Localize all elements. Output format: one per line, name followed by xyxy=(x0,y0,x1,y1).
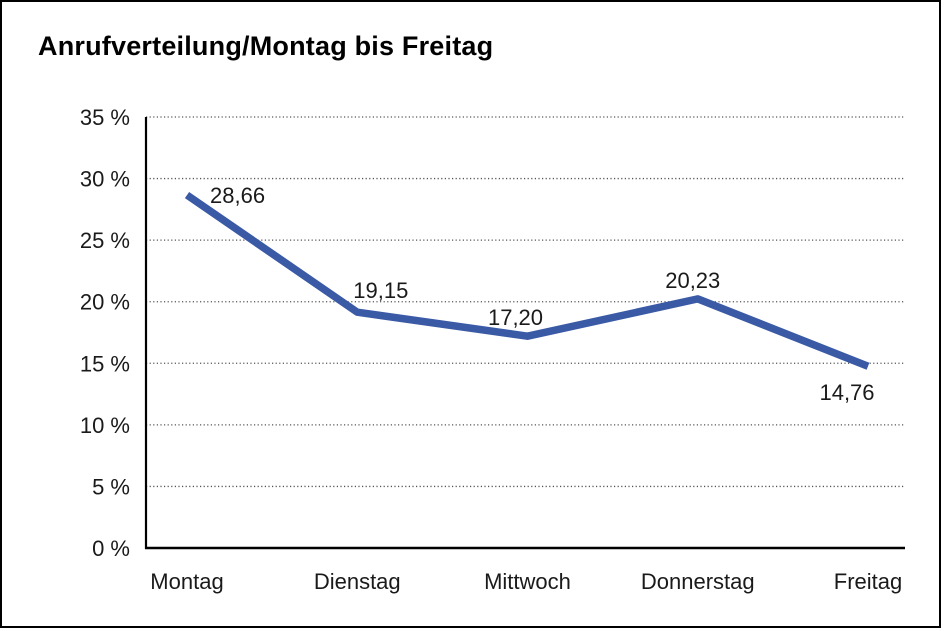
x-tick-label: Freitag xyxy=(834,569,902,594)
y-tick-label: 20 % xyxy=(80,290,130,315)
data-label: 17,20 xyxy=(488,305,543,330)
x-tick-label: Montag xyxy=(150,569,223,594)
y-tick-label: 0 % xyxy=(92,536,130,561)
data-label: 28,66 xyxy=(210,183,265,208)
y-tick-label: 5 % xyxy=(92,474,130,499)
y-tick-label: 10 % xyxy=(80,413,130,438)
x-tick-label: Donnerstag xyxy=(641,569,755,594)
y-tick-label: 30 % xyxy=(80,167,130,192)
x-tick-label: Mittwoch xyxy=(484,569,571,594)
y-tick-label: 35 % xyxy=(80,105,130,130)
data-label: 19,15 xyxy=(353,278,408,303)
chart-title: Anrufverteilung/Montag bis Freitag xyxy=(38,31,494,61)
data-label: 20,23 xyxy=(665,268,720,293)
data-label: 14,76 xyxy=(819,380,874,405)
x-tick-label: Dienstag xyxy=(314,569,401,594)
data-line xyxy=(184,191,870,370)
y-tick-label: 15 % xyxy=(80,351,130,376)
y-tick-label: 25 % xyxy=(80,228,130,253)
